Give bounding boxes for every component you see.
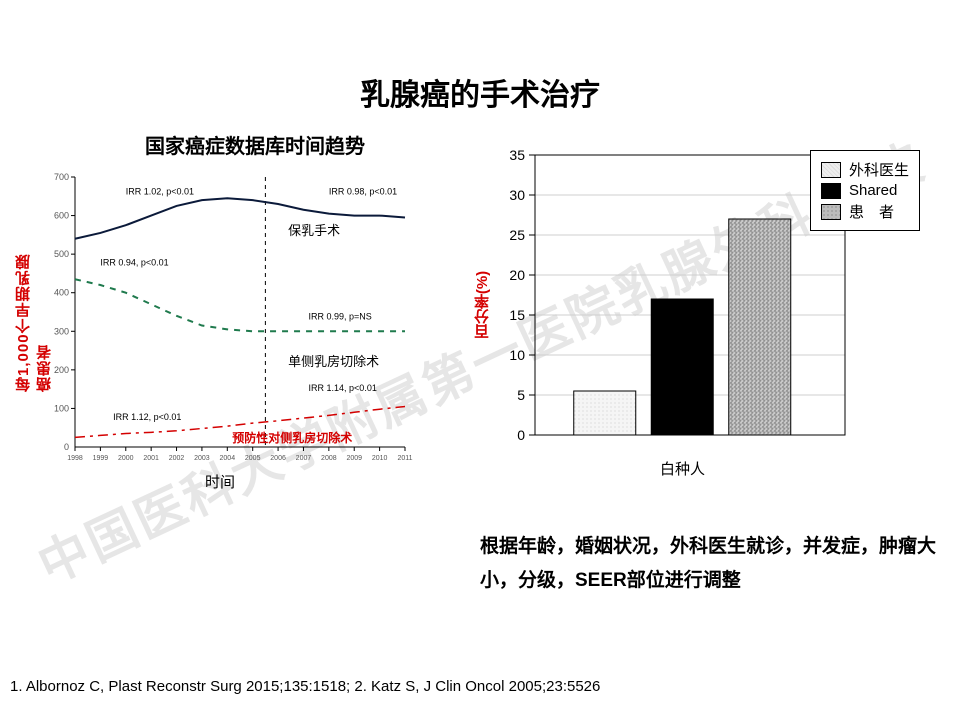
svg-text:2011: 2011 [397,455,412,462]
legend: 外科医生 Shared 患 者 [810,150,920,231]
svg-text:200: 200 [54,365,69,375]
svg-text:700: 700 [54,172,69,182]
svg-text:1999: 1999 [93,455,109,462]
svg-text:300: 300 [54,326,69,336]
legend-swatch [821,162,841,178]
svg-text:600: 600 [54,211,69,221]
svg-text:0: 0 [517,427,525,443]
svg-text:IRR 0.99, p=NS: IRR 0.99, p=NS [309,312,372,322]
series-label-um: 单侧乳房切除术 [288,351,379,370]
svg-text:2000: 2000 [118,455,134,462]
svg-text:2004: 2004 [220,455,236,462]
footnote: 1. Albornoz C, Plast Reconstr Surg 2015;… [10,678,600,695]
legend-swatch [821,183,841,199]
svg-text:30: 30 [509,187,525,203]
left-chart-subtitle: 国家癌症数据库时间趋势 [35,130,475,159]
svg-text:500: 500 [54,249,69,259]
svg-text:2001: 2001 [143,455,159,462]
left-line-chart: 100 200 300 400 500 600 700 0 1998 1999 2000 2001 20… [35,167,415,467]
page-title: 乳腺癌的手术治疗 [0,70,960,114]
svg-text:5: 5 [517,387,525,403]
left-x-axis-label: 时间 [205,471,235,492]
left-chart-panel: 国家癌症数据库时间趋势 100 200 300 400 500 600 700 0 1998 19… [35,130,475,467]
svg-text:2008: 2008 [321,455,337,462]
svg-text:2003: 2003 [194,455,210,462]
svg-text:0: 0 [64,442,69,452]
svg-text:2010: 2010 [372,455,388,462]
svg-text:2005: 2005 [245,455,261,462]
svg-text:35: 35 [509,150,525,163]
svg-text:IRR 1.14, p<0.01: IRR 1.14, p<0.01 [309,383,377,393]
svg-text:100: 100 [54,403,69,413]
right-x-category: 白种人 [660,458,705,479]
legend-label: 外科医生 [849,159,909,180]
legend-label: Shared [849,182,897,199]
svg-text:IRR 0.94, p<0.01: IRR 0.94, p<0.01 [100,258,168,268]
legend-label: 患 者 [849,201,894,222]
right-bar-chart: 05101520253035外科医生Shared患 者百分率(%)白种人 [490,150,850,460]
svg-text:IRR 1.02, p<0.01: IRR 1.02, p<0.01 [126,186,194,196]
svg-text:2002: 2002 [169,455,185,462]
right-chart-panel: 05101520253035外科医生Shared患 者百分率(%)白种人 [490,150,935,460]
legend-swatch [821,204,841,220]
svg-text:400: 400 [54,288,69,298]
svg-text:IRR 1.12, p<0.01: IRR 1.12, p<0.01 [113,412,181,422]
svg-text:10: 10 [509,347,525,363]
svg-text:15: 15 [509,307,525,323]
series-label-bcs: 保乳手术 [288,220,340,239]
svg-text:2007: 2007 [296,455,312,462]
right-chart-caption: 根据年龄，婚姻状况，外科医生就诊，并发症，肿瘤大小，分级，SEER部位进行调整 [480,530,940,598]
svg-text:2006: 2006 [270,455,286,462]
series-label-cpm: 预防性对侧乳房切除术 [232,429,352,446]
svg-text:2009: 2009 [346,455,362,462]
svg-text:25: 25 [509,227,525,243]
right-y-axis-label: 百分率(%) [472,271,493,339]
svg-text:20: 20 [509,267,525,283]
left-y-axis-label: 每1,000个早期乳腺癌患者 [13,242,55,392]
svg-text:1998: 1998 [67,455,83,462]
svg-text:IRR 0.98, p<0.01: IRR 0.98, p<0.01 [329,186,397,196]
